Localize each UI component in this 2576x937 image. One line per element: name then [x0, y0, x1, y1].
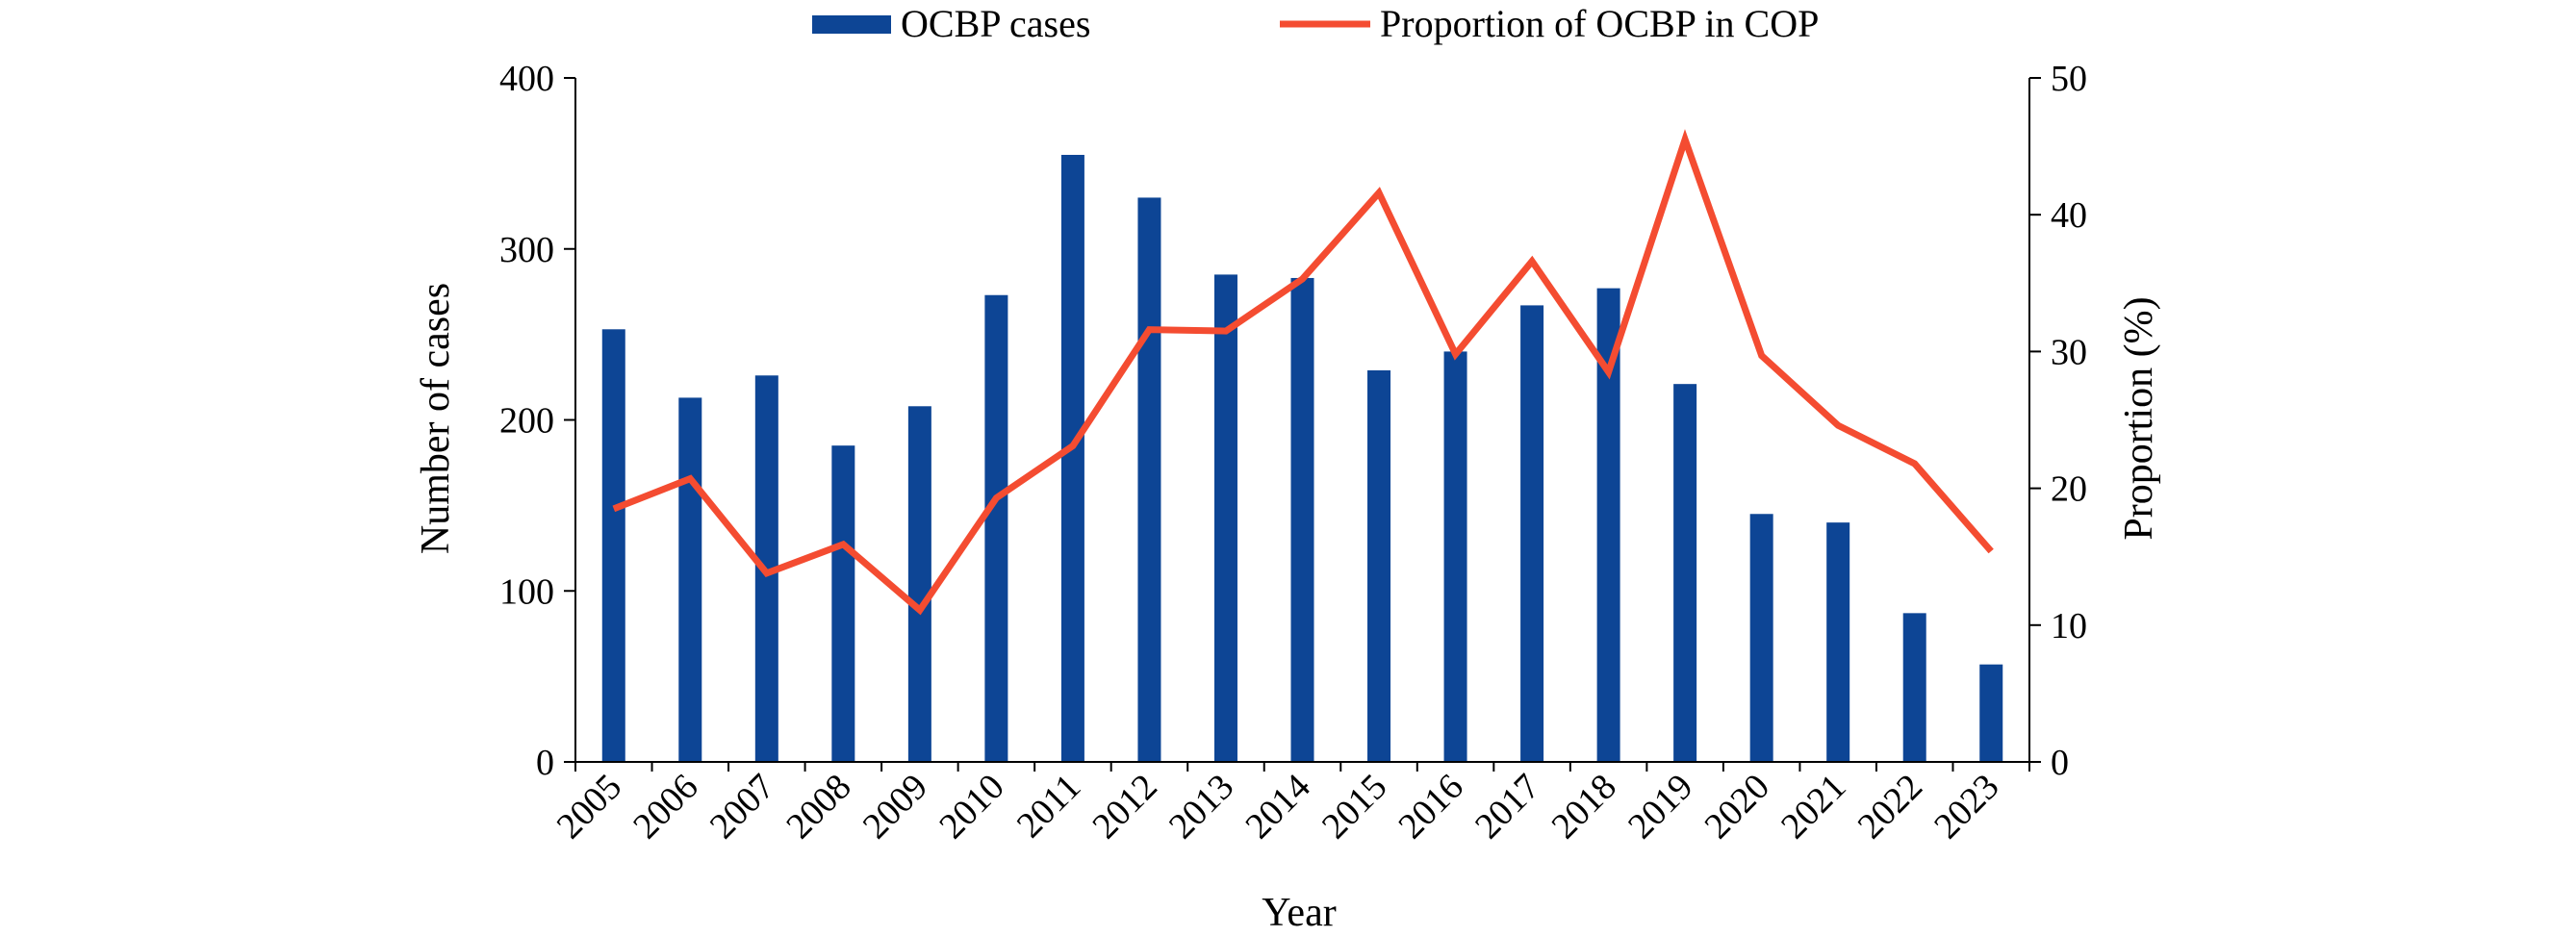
bar-series — [601, 154, 2003, 763]
x-tick-label: 2009 — [855, 767, 935, 847]
bar-2010 — [984, 294, 1008, 762]
bar-2009 — [907, 406, 931, 762]
line-series — [612, 129, 1994, 616]
x-tick-label: 2019 — [1620, 767, 1700, 847]
legend-label-line: Proportion of OCBP in COP — [1380, 2, 1819, 45]
y2-tick-label: 50 — [2051, 59, 2087, 99]
y-tick-labels: 0 100 200 300 400 — [499, 59, 554, 783]
bar-2019 — [1673, 384, 1697, 762]
legend-label-bar: OCBP cases — [901, 2, 1090, 45]
axes — [564, 77, 2041, 772]
y2-tick-label: 40 — [2051, 195, 2087, 236]
x-tick-label: 2021 — [1773, 767, 1853, 847]
y-tick-label: 200 — [499, 401, 554, 442]
y2-tick-label: 30 — [2051, 332, 2087, 372]
bar-2023 — [1979, 664, 2003, 762]
x-tick-label: 2007 — [702, 767, 782, 847]
x-tick-label: 2006 — [625, 767, 705, 847]
bar-2016 — [1443, 351, 1467, 762]
x-tick-label: 2011 — [1009, 767, 1088, 846]
x-tick-label: 2020 — [1697, 767, 1777, 847]
x-tick-label: 2008 — [778, 767, 858, 847]
bar-2011 — [1060, 154, 1084, 763]
bar-2006 — [678, 397, 702, 762]
bar-2015 — [1367, 369, 1391, 762]
x-tick-label: 2005 — [549, 767, 629, 847]
x-tick-label: 2015 — [1314, 767, 1394, 847]
x-tick-label: 2010 — [931, 767, 1011, 847]
bar-2021 — [1826, 522, 1850, 762]
y-axis-title: Number of cases — [414, 283, 458, 554]
x-tick-label: 2018 — [1544, 767, 1624, 847]
bar-2012 — [1137, 197, 1161, 763]
x-tick-labels: 2005200620072008200920102011201220132014… — [549, 767, 2007, 847]
y-tick-label: 300 — [499, 230, 554, 270]
x-axis-title: Year — [1262, 891, 1336, 935]
y-tick-label: 100 — [499, 571, 554, 612]
bar-2020 — [1749, 514, 1773, 762]
x-tick-label: 2012 — [1084, 767, 1164, 847]
y-tick-label: 400 — [499, 59, 554, 99]
y2-tick-label: 0 — [2051, 743, 2069, 783]
y2-tick-label: 20 — [2051, 469, 2087, 510]
bar-2014 — [1290, 277, 1314, 762]
y2-tick-labels: 0 10 20 30 40 50 — [2051, 59, 2087, 783]
bar-2013 — [1213, 274, 1237, 762]
bar-2005 — [601, 329, 625, 762]
y2-tick-label: 10 — [2051, 606, 2087, 646]
bar-2008 — [831, 445, 855, 762]
x-tick-label: 2014 — [1237, 767, 1317, 847]
x-tick-label: 2017 — [1467, 767, 1547, 847]
x-tick-label: 2022 — [1850, 767, 1930, 847]
legend-swatch-bar — [812, 15, 891, 34]
bar-2022 — [1902, 613, 1926, 762]
y2-axis-title: Proportion (%) — [2117, 296, 2161, 540]
bar-2017 — [1520, 305, 1544, 762]
y-tick-label: 0 — [536, 743, 554, 783]
x-tick-label: 2016 — [1390, 767, 1470, 847]
legend: OCBP cases Proportion of OCBP in COP — [812, 2, 1819, 45]
x-tick-label: 2013 — [1161, 767, 1241, 847]
x-tick-label: 2023 — [1926, 767, 2006, 847]
